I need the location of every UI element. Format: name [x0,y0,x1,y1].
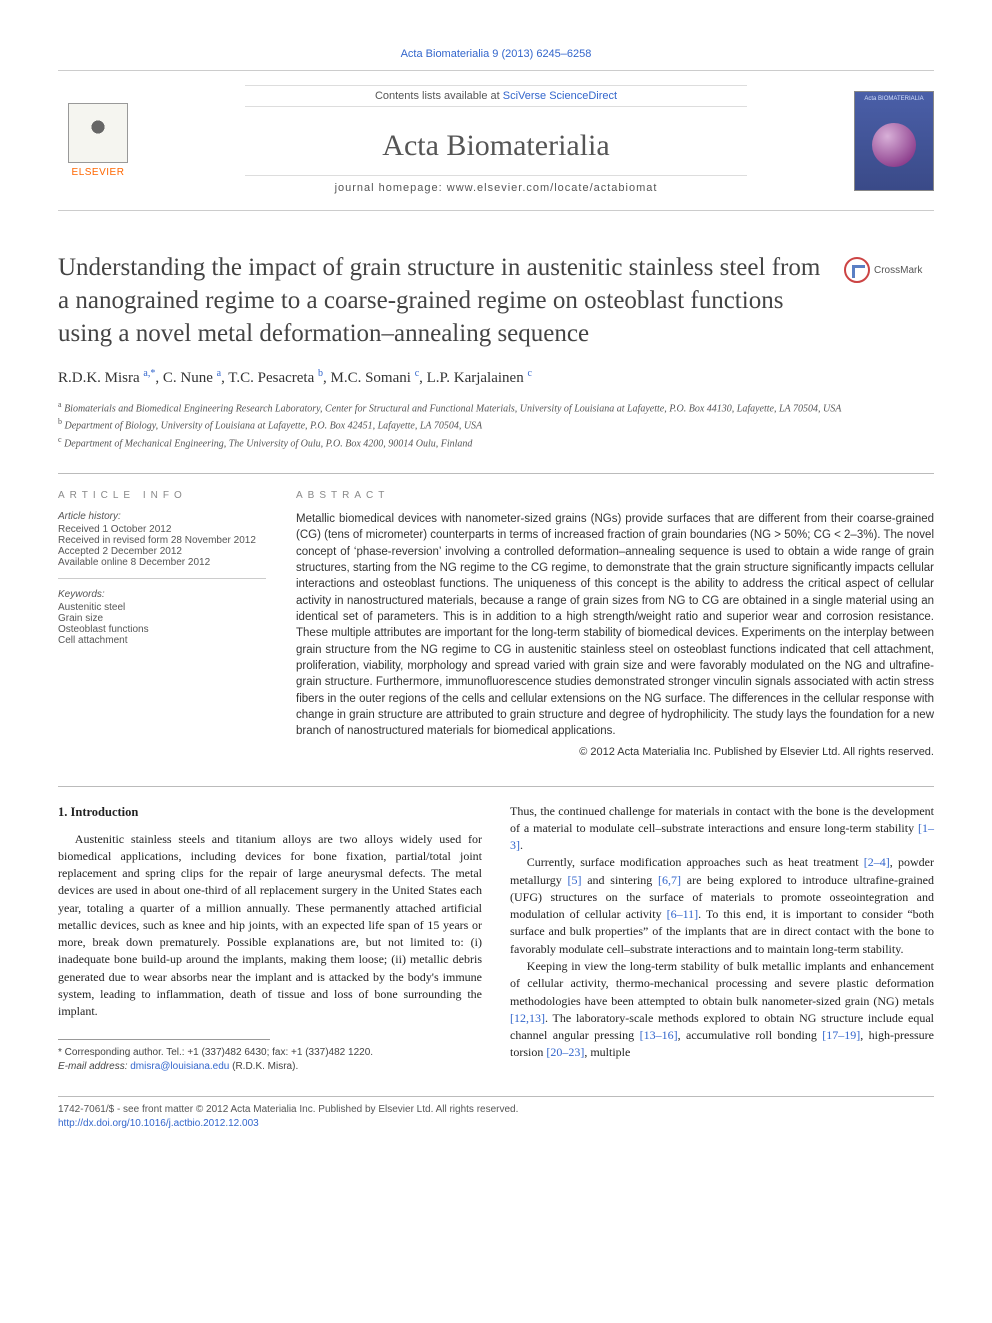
affiliation-line: b Department of Biology, University of L… [58,416,934,433]
footer-bar: 1742-7061/$ - see front matter © 2012 Ac… [58,1096,934,1131]
keyword-line: Cell attachment [58,635,266,646]
citation-link[interactable]: [12,13] [510,1011,545,1025]
issn-line: 1742-7061/$ - see front matter © 2012 Ac… [58,1103,934,1117]
article-title: Understanding the impact of grain struct… [58,251,832,350]
citation-link[interactable]: [17–19] [822,1028,860,1042]
body-paragraph: Thus, the continued challenge for materi… [510,803,934,855]
crossmark-label: CrossMark [874,265,922,276]
journal-banner: ELSEVIER Contents lists available at Sci… [58,70,934,211]
footnote-separator [58,1039,270,1040]
keyword-line: Grain size [58,613,266,624]
keywords-block: Keywords: Austenitic steelGrain sizeOste… [58,589,266,656]
abstract-heading: ABSTRACT [296,490,934,501]
body-columns: 1. Introduction Austenitic stainless ste… [58,803,934,1074]
author-list: R.D.K. Misra a,*, C. Nune a, T.C. Pesacr… [58,368,934,387]
footnote-email-suffix: (R.D.K. Misra). [229,1061,298,1072]
journal-cover-thumbnail: Acta BIOMATERIALIA [854,91,934,191]
abstract-column: ABSTRACT Metallic biomedical devices wit… [296,490,934,758]
history-label: Article history: [58,511,266,522]
banner-center: Contents lists available at SciVerse Sci… [138,79,854,202]
footnote-email-label: E-mail address: [58,1061,130,1072]
keyword-line: Austenitic steel [58,602,266,613]
intro-heading: 1. Introduction [58,803,482,821]
crossmark-icon [844,257,870,283]
citation-link[interactable]: [5] [568,873,582,887]
elsevier-wordmark: ELSEVIER [72,167,125,178]
citation-link[interactable]: [2–4] [864,855,890,869]
affiliation-line: c Department of Mechanical Engineering, … [58,434,934,451]
body-text: , accumulative roll bonding [678,1028,823,1042]
history-line: Accepted 2 December 2012 [58,546,266,557]
cover-sphere-icon [872,123,916,167]
abstract-copyright: © 2012 Acta Materialia Inc. Published by… [296,746,934,758]
sciencedirect-link[interactable]: SciVerse ScienceDirect [503,90,617,102]
running-citation: Acta Biomaterialia 9 (2013) 6245–6258 [58,48,934,60]
journal-name: Acta Biomaterialia [138,129,854,163]
article-info-column: ARTICLE INFO Article history: Received 1… [58,490,266,758]
abstract-text: Metallic biomedical devices with nanomet… [296,511,934,740]
keyword-line: Osteoblast functions [58,624,266,635]
keywords-label: Keywords: [58,589,266,600]
body-paragraph: Keeping in view the long-term stability … [510,958,934,1062]
footnote-email[interactable]: dmisra@louisiana.edu [130,1061,229,1072]
article-info-heading: ARTICLE INFO [58,490,266,501]
footnote-corr: * Corresponding author. Tel.: +1 (337)48… [58,1046,482,1060]
journal-homepage-line: journal homepage: www.elsevier.com/locat… [245,175,746,194]
homepage-prefix: journal homepage: [335,182,447,194]
body-text: . [520,838,523,852]
homepage-url[interactable]: www.elsevier.com/locate/actabiomat [447,182,658,194]
corresponding-author-footnote: * Corresponding author. Tel.: +1 (337)48… [58,1046,482,1074]
body-paragraph: Austenitic stainless steels and titanium… [58,831,482,1021]
citation-link[interactable]: [6,7] [658,873,681,887]
elsevier-logo: ELSEVIER [58,96,138,186]
body-col-right: Thus, the continued challenge for materi… [510,803,934,1074]
citation-link[interactable]: [13–16] [640,1028,678,1042]
divider [58,786,934,787]
affiliation-line: a Biomaterials and Biomedical Engineerin… [58,399,934,416]
article-history-block: Article history: Received 1 October 2012… [58,511,266,579]
contents-prefix: Contents lists available at [375,90,503,102]
body-text: and sintering [582,873,659,887]
citation-link[interactable]: [6–11] [667,907,699,921]
affiliations: a Biomaterials and Biomedical Engineerin… [58,399,934,451]
body-text: Thus, the continued challenge for materi… [510,804,934,835]
history-line: Available online 8 December 2012 [58,557,266,568]
crossmark-badge[interactable]: CrossMark [844,257,934,283]
history-line: Received 1 October 2012 [58,524,266,535]
doi-link[interactable]: http://dx.doi.org/10.1016/j.actbio.2012.… [58,1118,259,1129]
body-paragraph: Currently, surface modification approach… [510,854,934,958]
body-text: Keeping in view the long-term stability … [510,959,934,1008]
cover-label: Acta BIOMATERIALIA [855,96,933,102]
body-text: , multiple [584,1045,630,1059]
citation-link[interactable]: [20–23] [546,1045,584,1059]
history-line: Received in revised form 28 November 201… [58,535,266,546]
contents-lists-line: Contents lists available at SciVerse Sci… [245,85,746,107]
body-text: Currently, surface modification approach… [527,855,864,869]
elsevier-tree-icon [68,103,128,163]
body-col-left: 1. Introduction Austenitic stainless ste… [58,803,482,1074]
divider [58,473,934,474]
